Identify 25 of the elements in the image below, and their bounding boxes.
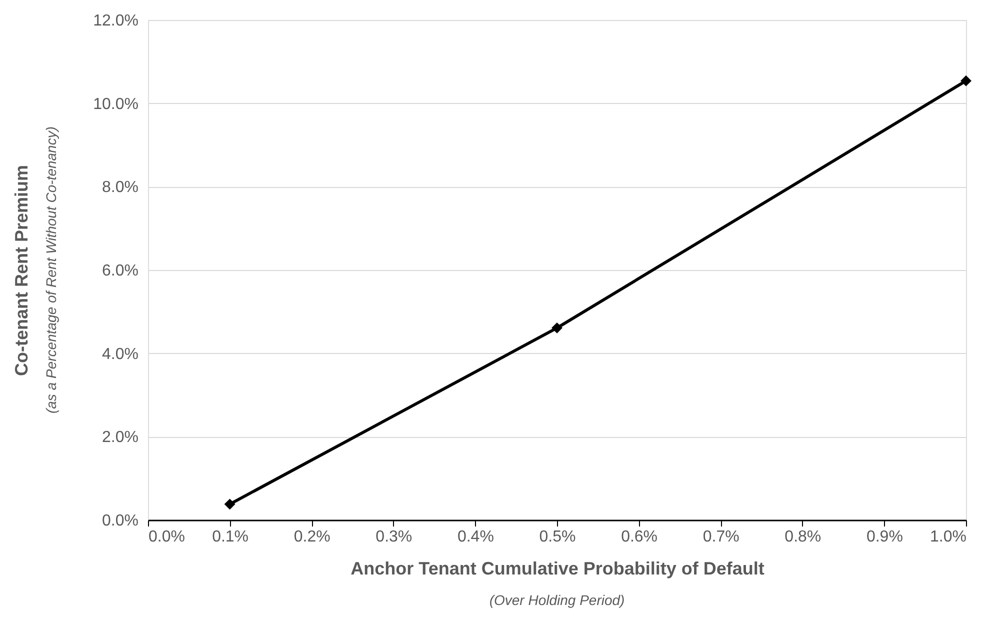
y-tick-label: 0.0% — [102, 512, 138, 530]
y-tick-label: 8.0% — [102, 179, 138, 196]
point — [960, 75, 972, 86]
x-tick-label: 0.1% — [212, 528, 249, 546]
y-tick-label: 2.0% — [102, 429, 138, 446]
y-tick-label: 4.0% — [102, 346, 138, 363]
point — [552, 322, 562, 334]
y-axis-title: Co-tenant Rent Premium — [12, 164, 32, 376]
x-tick-label: 0.5% — [539, 528, 576, 546]
x-tick-label: 0.2% — [294, 528, 330, 546]
x-tick-label: 0.7% — [702, 528, 740, 546]
x-tick-label: 0.3% — [376, 528, 412, 546]
text: (Over Holding Period) — [489, 592, 625, 608]
text: (as a Percentage of Rent Without Co-tenancy) — [43, 126, 59, 414]
y-tick-label: 12.0% — [93, 12, 138, 30]
point — [224, 498, 236, 510]
x-tick-label: 0.0% — [148, 528, 185, 546]
x-tick-label: 0.8% — [784, 528, 822, 546]
x-tick-label: 0.4% — [457, 528, 494, 546]
x-tick-label: 1.0% — [930, 528, 966, 546]
x-tick-label: 0.9% — [866, 528, 903, 546]
x-axis-title: Anchor Tenant Cumulative Probability of Default — [350, 558, 764, 578]
y-tick-label: 6.0% — [102, 262, 138, 280]
y-tick-label: 10.0% — [93, 96, 138, 113]
x-tick-label: 0.6% — [621, 528, 658, 546]
